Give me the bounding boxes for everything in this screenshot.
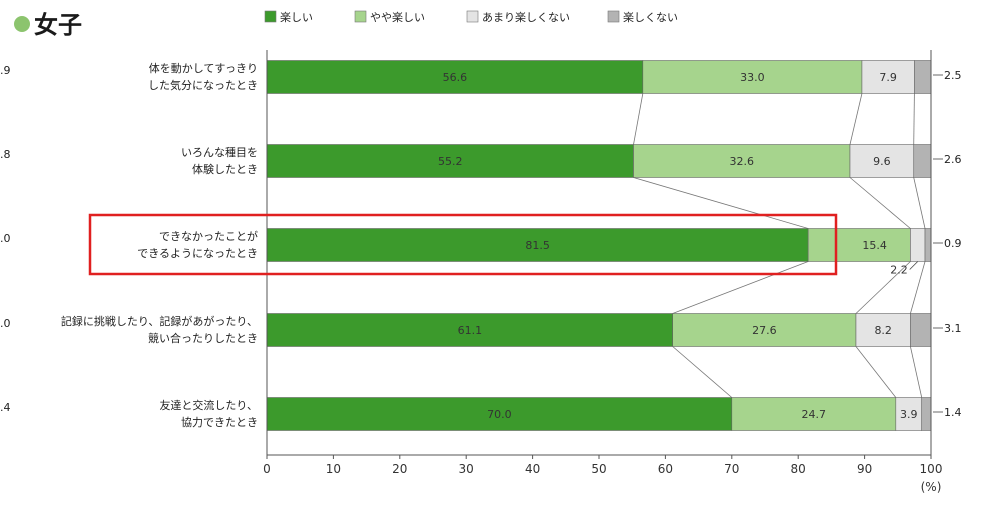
side-value-label: 0.9 [944, 237, 962, 250]
left-value-label: .8 [0, 148, 11, 161]
legend: 楽しい やや楽しい あまり楽しくない 楽しくない [264, 10, 678, 24]
connector-line [913, 177, 926, 229]
x-tick-label: 50 [591, 462, 606, 476]
x-tick-label: 10 [326, 462, 341, 476]
x-tick-label: 40 [525, 462, 540, 476]
connector-line [910, 261, 926, 314]
left-value-label: .0 [0, 232, 11, 245]
segment-label: 81.5 [525, 239, 550, 252]
bar-segment [913, 144, 932, 178]
segment-label: 9.6 [873, 155, 891, 168]
segment-label: 56.6 [443, 71, 468, 84]
x-tick-label: 90 [857, 462, 872, 476]
side-value-labels: 2.5 2.6 0.9 3.1 1.4 [933, 69, 962, 419]
segment-label: 15.4 [862, 239, 887, 252]
legend-label-4: 楽しくない [623, 11, 678, 24]
legend-swatch-4 [607, 10, 620, 23]
category-label: 友達と交流したり、 [159, 398, 258, 412]
bar-segment [910, 313, 932, 347]
highlight-box [88, 213, 838, 276]
chart-title: 女子 [34, 11, 82, 39]
connector-line [672, 346, 733, 398]
left-value-label: .0 [0, 317, 11, 330]
x-unit-label: (%) [921, 480, 942, 494]
bar-segment [672, 313, 857, 347]
segment-label: 3.9 [900, 408, 918, 421]
bar-segment [914, 60, 932, 94]
x-tick-label: 60 [658, 462, 673, 476]
category-label: できるようになったとき [137, 247, 258, 260]
title-bullet-icon [14, 16, 30, 32]
side-value-label: 2.5 [944, 69, 962, 82]
segment-label: 27.6 [752, 324, 777, 337]
left-value-label: .4 [0, 401, 11, 414]
x-tick-label: 70 [724, 462, 739, 476]
bar-segment [910, 228, 926, 262]
category-label: 体を動かしてすっきり [149, 61, 258, 75]
title-group: 女子 [14, 11, 82, 39]
segment-label: 24.7 [802, 408, 827, 421]
x-tick-label: 100 [920, 462, 943, 476]
segment-label: 55.2 [438, 155, 463, 168]
side-value-label: 3.1 [944, 322, 962, 335]
legend-label-2: やや楽しい [370, 11, 425, 24]
category-labels: 体を動かしてすっきりした気分になったときいろんな種目を体験したときできなかったこ… [61, 61, 258, 429]
connector-line [849, 93, 863, 145]
x-axis: 0 10 20 30 40 50 60 70 80 90 100 (%) [263, 50, 942, 494]
x-tick-label: 0 [263, 462, 271, 476]
bar-segment [266, 313, 674, 347]
bar-segment [731, 397, 897, 431]
legend-swatch-2 [354, 10, 367, 23]
segment-leader-line [909, 261, 919, 270]
category-label: 体験したとき [192, 162, 258, 176]
connector-line [633, 93, 644, 145]
bar-segment [266, 397, 733, 431]
category-label: した気分になったとき [148, 78, 258, 92]
connector-line [913, 93, 915, 145]
segment-label: 33.0 [740, 71, 765, 84]
segment-label: 32.6 [730, 155, 755, 168]
legend-label-1: 楽しい [280, 11, 313, 24]
bar-segment [921, 397, 932, 431]
category-label: 協力できたとき [181, 416, 258, 429]
bar-segment [924, 228, 932, 262]
connector-line [633, 177, 809, 229]
connector-line [855, 261, 911, 314]
category-label: 競い合ったりしたとき [148, 331, 258, 345]
x-tick-label: 80 [791, 462, 806, 476]
legend-swatch-3 [466, 10, 479, 23]
segment-label: 2.2 [890, 264, 908, 277]
legend-swatch-1 [264, 10, 277, 23]
left-value-labels: .9 .8 .0 .0 .4 [0, 64, 11, 414]
category-label: できなかったことが [159, 229, 258, 243]
category-label: いろんな種目を [181, 145, 258, 159]
bar-segment [266, 228, 809, 262]
x-tick-label: 30 [459, 462, 474, 476]
connector-line [849, 177, 911, 229]
segment-labels: 56.6 33.0 7.9 55.2 32.6 9.6 81.5 15.42.2 61.1 27.… [438, 71, 919, 421]
connector-line [910, 346, 923, 398]
segment-label: 7.9 [879, 71, 897, 84]
bar-segment [266, 60, 644, 94]
side-value-label: 2.6 [944, 153, 962, 166]
bar-segment [633, 144, 851, 178]
side-value-label: 1.4 [944, 406, 962, 419]
connector-line [855, 346, 897, 398]
bar-segment [855, 313, 911, 347]
legend-label-3: あまり楽しくない [482, 11, 570, 24]
bar-segment [807, 228, 911, 262]
x-tick-label: 20 [392, 462, 407, 476]
left-value-label: .9 [0, 64, 11, 77]
bar-segment [849, 144, 915, 178]
category-label: 記録に挑戦したり、記録があがったり、 [61, 314, 258, 328]
connector-line [672, 261, 809, 314]
segment-label: 61.1 [458, 324, 483, 337]
segment-label: 8.2 [874, 324, 892, 337]
segment-label: 70.0 [487, 408, 512, 421]
connector-lines [633, 93, 926, 398]
bars [266, 60, 932, 431]
